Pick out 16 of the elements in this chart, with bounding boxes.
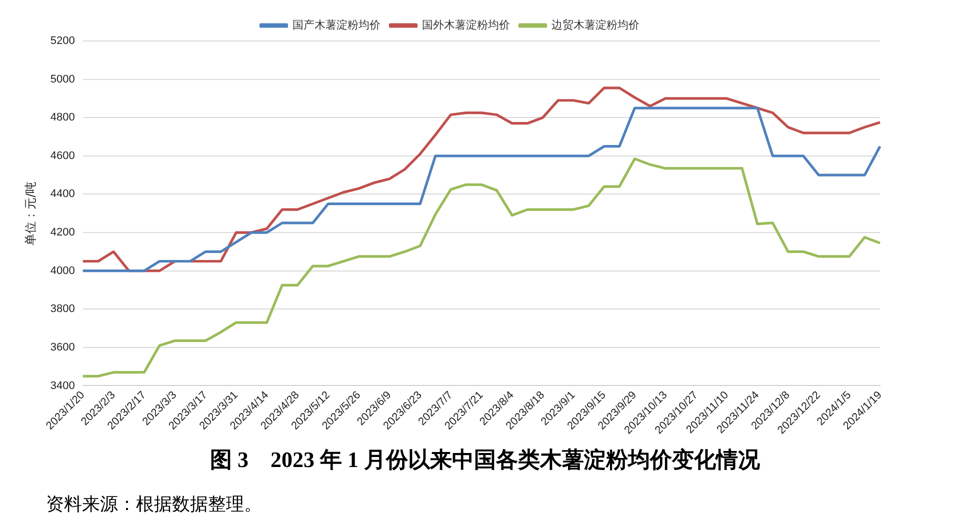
text: 资料来源：根据数据整理。 — [46, 493, 262, 516]
legend-label: 国产木薯淀粉均价 — [292, 18, 380, 32]
text: 图 3 2023 年 1 月份以来中国各类木薯淀粉均价变化情况 — [209, 446, 761, 474]
y-tick-label: 4200 — [50, 226, 75, 239]
y-tick-label: 4800 — [50, 112, 75, 124]
y-tick-label: 5000 — [50, 73, 75, 86]
legend-label: 边贸木薯淀粉均价 — [551, 18, 640, 32]
y-tick-label: 3800 — [50, 303, 75, 316]
y-tick-label: 4600 — [50, 150, 75, 162]
y-tick-label: 3600 — [50, 341, 75, 354]
legend-label: 国外木薯淀粉均价 — [422, 18, 510, 32]
y-tick-label: 4400 — [50, 188, 75, 200]
y-axis-title: 单位：元/吨 — [23, 181, 38, 246]
y-tick-label: 4000 — [50, 264, 75, 277]
y-tick-label: 5200 — [50, 35, 75, 48]
y-tick-label: 3400 — [50, 380, 75, 392]
